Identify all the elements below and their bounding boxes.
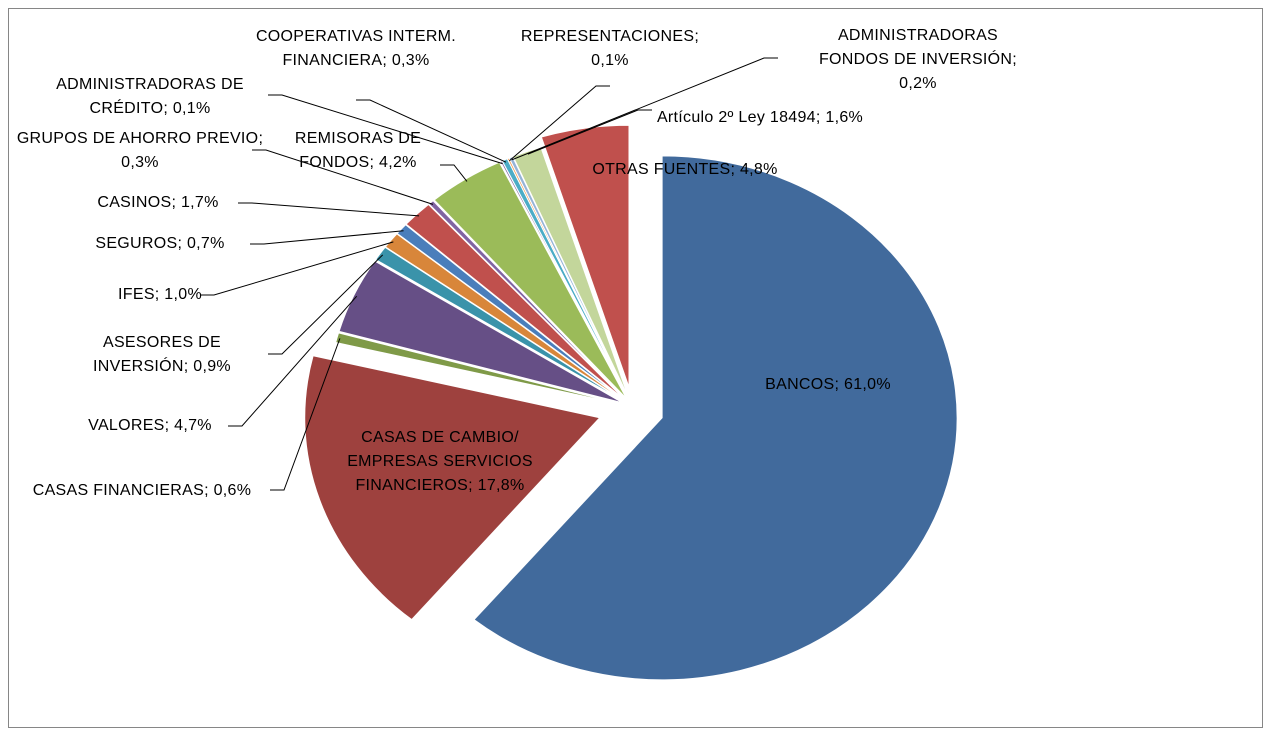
pie-slice — [338, 260, 624, 404]
value-label: 17,8% — [477, 477, 525, 494]
pie-slice — [396, 224, 625, 401]
pie-slice — [335, 332, 623, 405]
pie-slice — [405, 203, 626, 401]
category: Artículo 2º Ley 18494 — [656, 109, 816, 126]
category: REPRESENTACIONES — [520, 28, 695, 45]
value-label: 0,3% — [121, 154, 159, 171]
data-label: OTRAS FUENTES; 4,8% — [555, 158, 815, 182]
value-label: 4,2% — [379, 154, 417, 171]
separator: ; — [730, 161, 740, 178]
pie-slice — [508, 156, 629, 399]
value-label: 0,1% — [172, 100, 211, 117]
leader-line — [511, 57, 778, 161]
pie-slice — [428, 200, 626, 400]
pie-slice — [374, 246, 625, 402]
leader-line — [238, 202, 420, 217]
pie-slice — [512, 146, 630, 398]
category: COOPERATIVAS INTERM. FINANCIERA — [255, 28, 457, 69]
pie-slice — [473, 155, 958, 681]
separator: ; — [258, 130, 264, 147]
category: SEGUROS — [95, 235, 178, 252]
category: REMISORAS DE FONDOS — [294, 130, 422, 171]
leader-lines — [200, 57, 778, 491]
data-label: COOPERATIVAS INTERM. FINANCIERA; 0,3% — [226, 25, 486, 73]
value-label: 1,6% — [825, 109, 864, 126]
category: CASINOS — [97, 194, 172, 211]
separator: ; — [163, 100, 173, 117]
leader-line — [268, 254, 384, 355]
separator: ; — [171, 194, 181, 211]
leader-line — [356, 99, 507, 163]
value-label: 0,1% — [591, 52, 629, 69]
pie-slice — [540, 124, 630, 388]
category: BANCOS — [765, 376, 835, 393]
category: ADMINISTRADORAS FONDOS DE INVERSIÓN — [818, 27, 1013, 68]
leader-line — [200, 241, 394, 296]
leader-line — [527, 109, 652, 155]
data-label: GRUPOS DE AHORRO PREVIO; 0,3% — [15, 127, 265, 175]
leader-line — [252, 149, 434, 205]
value-label: 4,7% — [174, 417, 212, 434]
value-label: 0,6% — [213, 482, 252, 499]
category: VALORES — [88, 417, 165, 434]
value-label: 1,0% — [164, 286, 202, 303]
leader-line — [250, 230, 404, 245]
leader-line — [228, 295, 358, 427]
category: CASAS FINANCIERAS — [32, 482, 205, 499]
pie-slice — [304, 355, 601, 621]
data-label: SEGUROS; 0,7% — [60, 232, 260, 256]
separator: ; — [1012, 51, 1018, 68]
category: GRUPOS DE AHORRO PREVIO — [16, 130, 259, 147]
value-label: 0,9% — [193, 358, 231, 375]
data-label: VALORES; 4,7% — [50, 414, 250, 438]
value-label: 0,2% — [899, 75, 937, 92]
leader-line — [268, 94, 503, 165]
data-label: CASAS DE CAMBIO/ EMPRESAS SERVICIOS FINA… — [325, 426, 555, 498]
data-label: ADMINISTRADORAS DE CRÉDITO; 0,1% — [20, 73, 280, 121]
leader-line — [509, 85, 610, 162]
separator: ; — [834, 376, 844, 393]
data-label: IFES; 1,0% — [100, 283, 220, 307]
data-label: ADMINISTRADORAS FONDOS DE INVERSIÓN; 0,2… — [803, 24, 1033, 96]
value-label: 61,0% — [844, 376, 891, 393]
separator: ; — [468, 477, 478, 494]
leader-line — [270, 338, 341, 491]
data-label: REMISORAS DE FONDOS; 4,2% — [278, 127, 438, 175]
data-label: CASAS FINANCIERAS; 0,6% — [17, 479, 267, 503]
value-label: 0,3% — [391, 52, 430, 69]
separator: ; — [177, 235, 187, 252]
category: ADMINISTRADORAS DE CRÉDITO — [56, 76, 244, 117]
separator: ; — [815, 109, 826, 126]
separator: ; — [694, 28, 700, 45]
data-label: ASESORES DE INVERSIÓN; 0,9% — [67, 331, 257, 379]
value-label: 4,8% — [739, 161, 778, 178]
pie — [304, 124, 958, 681]
data-label: REPRESENTACIONES; 0,1% — [500, 25, 720, 73]
separator: ; — [164, 417, 175, 434]
data-label: Artículo 2º Ley 18494; 1,6% — [645, 106, 875, 130]
category: OTRAS FUENTES — [592, 161, 731, 178]
category: CASAS DE CAMBIO/ EMPRESAS SERVICIOS FINA… — [347, 429, 533, 494]
category: IFES — [118, 286, 155, 303]
value-label: 1,7% — [180, 194, 219, 211]
separator: ; — [204, 482, 214, 499]
separator: ; — [369, 154, 380, 171]
value-label: 0,7% — [186, 235, 225, 252]
data-label: BANCOS; 61,0% — [728, 373, 928, 397]
data-label: CASINOS; 1,7% — [58, 191, 258, 215]
separator: ; — [382, 52, 392, 69]
separator: ; — [183, 358, 194, 375]
leader-line — [440, 164, 468, 182]
category: ASESORES DE INVERSIÓN — [93, 334, 221, 375]
pie-slice — [384, 233, 625, 402]
separator: ; — [154, 286, 165, 303]
